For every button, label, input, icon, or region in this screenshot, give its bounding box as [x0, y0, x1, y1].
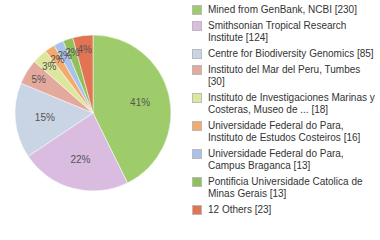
html-text:Smithsonian Tropical Research: Smithsonian Tropical Research Institute … [208, 20, 347, 43]
html-text:Mined from GenBank, NCBI [230]: Mined from GenBank, NCBI [230] [208, 4, 357, 15]
svg-text:41%: 41% [130, 97, 150, 108]
html-text:Instituto del Mar del Peru, Tu: Instituto del Mar del Peru, Tumbes [30] [208, 64, 361, 87]
svg-text:4%: 4% [77, 44, 92, 55]
html-text:Universidade Federal do Para,: Universidade Federal do Para, Campus Bra… [208, 148, 344, 171]
svg-text:22%: 22% [70, 154, 90, 165]
svg-text:3%: 3% [42, 60, 57, 72]
svg-text:2%: 2% [65, 46, 80, 58]
html-text:12 Others [23]: 12 Others [23] [208, 204, 272, 215]
svg-text:5%: 5% [31, 74, 46, 85]
svg-text:15%: 15% [35, 112, 55, 123]
html-text:Centre for Biodiversity Genomi: Centre for Biodiversity Genomics [85] [208, 48, 374, 59]
html-text:Pontificia Universidade Catoli: Pontificia Universidade Catolica de Mina… [208, 176, 363, 199]
html-text:Instituto de Investigaciones M: Instituto de Investigaciones Marinas y C… [208, 92, 375, 115]
html-text:Universidade Federal do Para,: Universidade Federal do Para, Instituto … [208, 120, 361, 143]
